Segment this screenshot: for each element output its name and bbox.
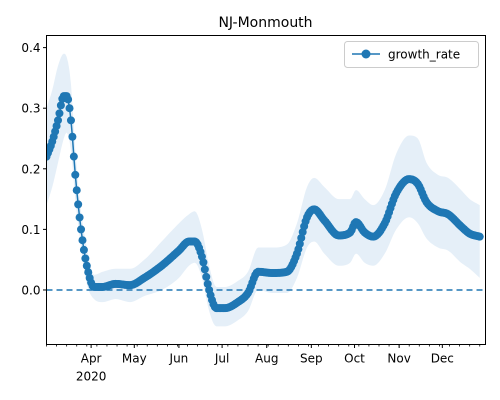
x-tick-label: Jul <box>214 352 229 366</box>
data-point <box>81 254 90 263</box>
data-point <box>64 95 73 104</box>
legend-marker-swatch <box>361 49 371 59</box>
y-tick-label: 0.2 <box>21 162 40 176</box>
data-point <box>65 104 74 113</box>
data-point <box>82 261 91 270</box>
data-point <box>202 272 211 281</box>
data-point <box>200 265 209 274</box>
data-point <box>66 116 75 125</box>
data-point <box>78 236 87 245</box>
data-point <box>79 245 88 254</box>
x-tick-label: Oct <box>344 352 365 366</box>
data-point <box>75 213 84 222</box>
data-point <box>72 186 81 195</box>
data-point <box>77 225 86 234</box>
legend-label-growth-rate: growth_rate <box>388 48 460 62</box>
data-point <box>68 132 77 141</box>
y-tick-label: 0.4 <box>21 41 40 55</box>
y-tick-label: 0.3 <box>21 102 40 116</box>
x-tick-label: Aug <box>255 352 278 366</box>
x-tick-label: Dec <box>431 352 454 366</box>
plot-area <box>46 53 486 327</box>
x-tick-label: Apr <box>81 352 102 366</box>
x-tick-year-label: 2020 <box>76 370 107 384</box>
x-axis: Apr 2020 May Jun Jul Aug Sep Oct Nov Dec <box>46 344 481 384</box>
data-point <box>55 109 64 118</box>
plot-frame <box>46 35 486 345</box>
x-tick-label: Nov <box>387 352 410 366</box>
legend: growth_rate <box>344 41 479 68</box>
x-tick-label: Sep <box>300 352 323 366</box>
data-point <box>71 170 80 179</box>
legend-box <box>344 41 479 68</box>
data-point <box>69 152 78 161</box>
data-point <box>54 116 63 125</box>
y-axis: 0.0 0.1 0.2 0.3 0.4 <box>21 41 47 297</box>
confidence-band <box>46 53 480 327</box>
data-point <box>56 101 65 110</box>
data-point <box>475 232 484 241</box>
y-tick-label: 0.0 <box>21 283 40 297</box>
data-point <box>199 258 208 267</box>
x-tick-label: Jun <box>169 352 189 366</box>
chart-title: NJ-Monmouth <box>218 15 312 31</box>
data-point <box>74 200 83 209</box>
y-tick-label: 0.1 <box>21 223 40 237</box>
data-point <box>203 279 212 288</box>
x-tick-label: May <box>122 352 147 366</box>
